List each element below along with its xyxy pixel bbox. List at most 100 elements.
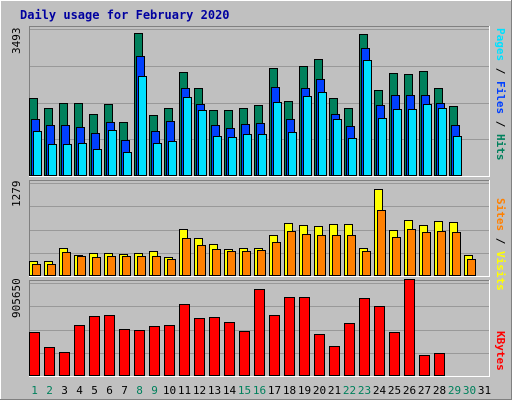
legend-kbytes: KBytes xyxy=(494,331,507,371)
sites-bar xyxy=(362,251,371,276)
day-label: 12 xyxy=(193,384,206,397)
kbytes-bar xyxy=(209,317,220,376)
kbytes-bar xyxy=(134,330,145,376)
day-label: 2 xyxy=(46,384,53,397)
kbytes-bar xyxy=(29,332,40,376)
sites-bar xyxy=(407,229,416,276)
kbytes-bar xyxy=(74,325,85,376)
kbytes-bar xyxy=(269,315,280,376)
kbytes-bar xyxy=(389,332,400,376)
day-label: 11 xyxy=(178,384,191,397)
day-label: 8 xyxy=(136,384,143,397)
day-label: 18 xyxy=(283,384,296,397)
day-label: 5 xyxy=(91,384,98,397)
pages-bar xyxy=(213,136,222,176)
pages-bar xyxy=(438,108,447,176)
sites-bar xyxy=(167,259,176,276)
day-axis-labels: 1 2 3 4 5 6 7 8 9 10 11 12 13 14 15 16 17 18 19 20 21 22 23 24 2… xyxy=(31,384,491,397)
y-max-label-hits: 3493 xyxy=(10,28,23,55)
sites-bar xyxy=(32,264,41,276)
kbytes-bar xyxy=(419,355,430,376)
sites-bar xyxy=(437,231,446,276)
day-label: 31 xyxy=(478,384,491,397)
kbytes-bar xyxy=(224,322,235,376)
pages-bar xyxy=(93,149,102,176)
pages-bar xyxy=(78,143,87,176)
pages-bar xyxy=(63,144,72,176)
pages-bar xyxy=(393,109,402,176)
day-label: 9 xyxy=(151,384,158,397)
sites-bar xyxy=(77,256,86,276)
day-label: 22 xyxy=(343,384,356,397)
day-label: 6 xyxy=(106,384,113,397)
chart-title: Daily usage for February 2020 xyxy=(20,8,230,22)
y-max-label-visits: 1279 xyxy=(10,181,23,208)
day-label: 24 xyxy=(373,384,387,397)
day-label: 29 xyxy=(448,384,461,397)
panel-visits-sites xyxy=(29,180,490,277)
kbytes-bar xyxy=(44,347,55,376)
legend-visits: Visits xyxy=(494,251,507,291)
kbytes-bar xyxy=(59,352,70,376)
sites-bar xyxy=(122,256,131,276)
day-label: 30 xyxy=(463,384,476,397)
sites-bar xyxy=(422,232,431,276)
sites-bar xyxy=(272,242,281,276)
bars-kbytes xyxy=(29,279,445,376)
day-label: 1 xyxy=(31,384,38,397)
sites-bar xyxy=(347,235,356,276)
kbytes-bar xyxy=(314,334,325,376)
legend-sep: / xyxy=(494,61,507,81)
panel-hits-files-pages xyxy=(29,26,490,177)
sites-bar xyxy=(287,231,296,276)
kbytes-bar xyxy=(89,316,100,376)
pages-bar xyxy=(273,102,282,176)
sites-bar xyxy=(197,245,206,276)
bars-hits-files-pages xyxy=(29,33,462,176)
pages-bar xyxy=(108,130,117,176)
pages-bar xyxy=(363,60,372,176)
legend-files: Files xyxy=(494,81,507,114)
sites-bar xyxy=(227,251,236,276)
legend-sites: Sites xyxy=(494,198,507,231)
pages-bar xyxy=(48,144,57,176)
pages-bar xyxy=(333,119,342,176)
kbytes-bar xyxy=(329,346,340,376)
sites-bar xyxy=(47,264,56,276)
kbytes-bar xyxy=(104,315,115,376)
pages-bar xyxy=(153,143,162,176)
day-label: 25 xyxy=(388,384,401,397)
pages-bar xyxy=(138,76,147,176)
kbytes-bar xyxy=(119,329,130,376)
pages-bar xyxy=(408,109,417,176)
day-label: 14 xyxy=(223,384,237,397)
day-label: 10 xyxy=(163,384,176,397)
pages-bar xyxy=(303,96,312,176)
sites-bar xyxy=(257,250,266,276)
y-max-label-kbytes: 905650 xyxy=(10,278,23,318)
pages-bar xyxy=(378,118,387,176)
pages-bar xyxy=(453,136,462,176)
sites-bar xyxy=(107,256,116,276)
day-label: 17 xyxy=(268,384,281,397)
legend-hits-files-pages: Pages / Files / Hits xyxy=(494,28,507,161)
day-label: 26 xyxy=(403,384,416,397)
sites-bar xyxy=(182,238,191,276)
kbytes-bar xyxy=(254,289,265,376)
sites-bar xyxy=(212,249,221,276)
pages-bar xyxy=(123,152,132,176)
legend-visits-sites: Sites / Visits xyxy=(494,198,507,291)
sites-bar xyxy=(242,251,251,276)
pages-bar xyxy=(423,104,432,176)
sites-bar xyxy=(377,210,386,276)
legend-hits: Hits xyxy=(494,134,507,161)
day-label: 21 xyxy=(328,384,341,397)
legend-sep: / xyxy=(494,231,507,251)
pages-bar xyxy=(318,92,327,176)
pages-bar xyxy=(198,110,207,176)
kbytes-bar xyxy=(344,323,355,376)
pages-bar xyxy=(348,138,357,176)
kbytes-bar xyxy=(179,304,190,376)
pages-bar xyxy=(288,132,297,176)
